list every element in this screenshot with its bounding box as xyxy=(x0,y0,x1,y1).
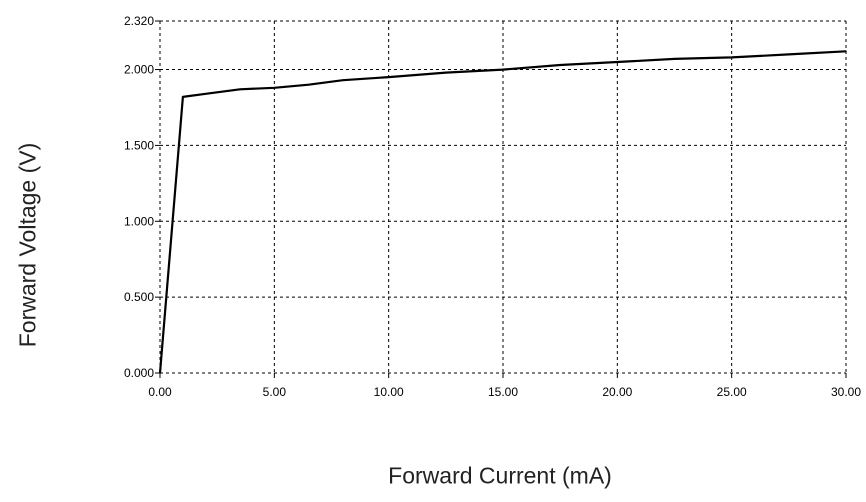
data-point xyxy=(204,93,207,95)
y-axis-title: Forward Voltage (V) xyxy=(14,142,41,348)
data-point xyxy=(342,79,344,81)
x-tick-label: 30.00 xyxy=(831,385,861,399)
y-tick-label: 2.320 xyxy=(124,14,154,28)
data-point xyxy=(502,68,504,71)
data-point xyxy=(445,71,447,74)
x-tick-label: 20.00 xyxy=(602,385,632,399)
y-tick-label: 1.500 xyxy=(124,138,154,152)
data-point xyxy=(159,372,161,374)
data-point xyxy=(845,50,847,53)
data-point xyxy=(239,88,241,91)
x-tick-label: 15.00 xyxy=(488,385,518,399)
data-point xyxy=(673,58,676,60)
y-tick-label: 0.000 xyxy=(124,366,154,380)
data-point xyxy=(273,86,276,89)
y-tick-label: 0.500 xyxy=(124,290,154,304)
y-tick-label: 1.000 xyxy=(124,214,154,228)
data-point xyxy=(307,83,310,86)
x-tick-label: 5.00 xyxy=(263,385,287,399)
data-point xyxy=(730,56,733,59)
x-tick-label: 10.00 xyxy=(374,385,404,399)
data-point xyxy=(559,64,561,66)
x-axis-title: Forward Current (mA) xyxy=(388,462,612,489)
y-tick-label: 2.000 xyxy=(124,63,154,77)
x-tick-label: 25.00 xyxy=(717,385,747,399)
data-line xyxy=(158,50,847,374)
data-point xyxy=(788,53,790,56)
data-point xyxy=(616,61,619,63)
data-point xyxy=(182,96,184,98)
x-tick-label: 0.00 xyxy=(148,385,172,399)
data-point xyxy=(387,76,390,78)
